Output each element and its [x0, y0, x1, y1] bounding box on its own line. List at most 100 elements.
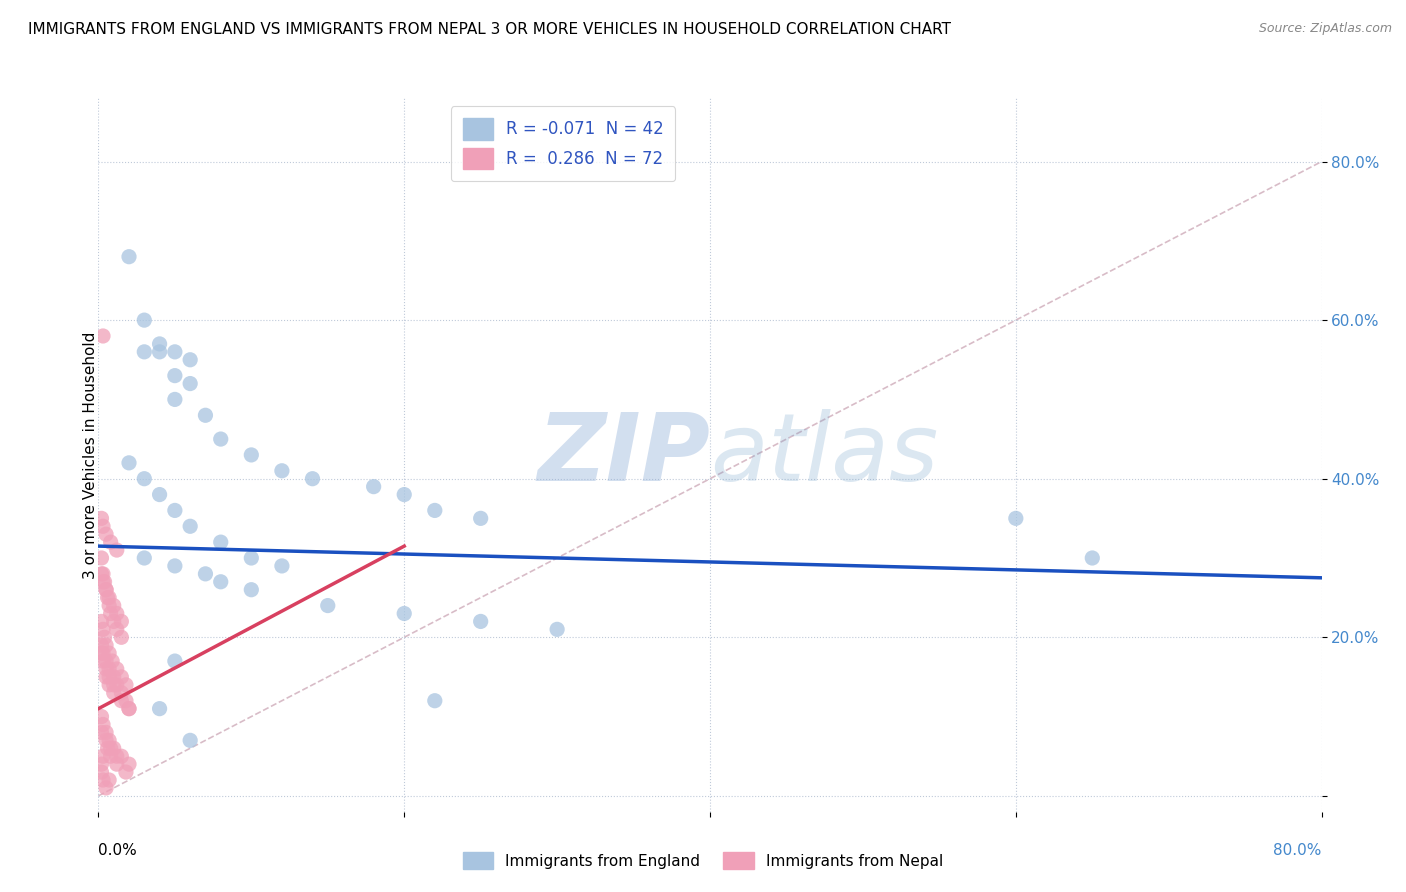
- Point: [93, 574, 115, 589]
- Point: [105, 543, 128, 558]
- Point: [149, 344, 172, 359]
- Point: [90, 646, 112, 660]
- Text: Source: ZipAtlas.com: Source: ZipAtlas.com: [1258, 22, 1392, 36]
- Point: [1081, 551, 1104, 566]
- Point: [194, 566, 217, 581]
- Legend: Immigrants from England, Immigrants from Nepal: Immigrants from England, Immigrants from…: [457, 846, 949, 875]
- Text: 80.0%: 80.0%: [1274, 843, 1322, 858]
- Point: [240, 582, 263, 597]
- Point: [118, 701, 141, 715]
- Point: [90, 757, 112, 772]
- Point: [363, 480, 385, 494]
- Point: [100, 749, 122, 764]
- Y-axis label: 3 or more Vehicles in Household: 3 or more Vehicles in Household: [83, 331, 97, 579]
- Point: [1004, 511, 1026, 525]
- Point: [94, 654, 117, 668]
- Point: [91, 623, 114, 637]
- Point: [91, 329, 114, 343]
- Point: [91, 749, 114, 764]
- Point: [103, 741, 125, 756]
- Point: [301, 472, 323, 486]
- Text: ZIP: ZIP: [537, 409, 710, 501]
- Point: [149, 701, 172, 715]
- Point: [94, 582, 117, 597]
- Point: [98, 591, 121, 605]
- Point: [392, 487, 416, 501]
- Point: [90, 638, 112, 652]
- Point: [270, 558, 292, 573]
- Point: [163, 654, 186, 668]
- Point: [98, 678, 121, 692]
- Point: [134, 313, 156, 327]
- Point: [100, 535, 122, 549]
- Point: [134, 472, 156, 486]
- Point: [134, 551, 156, 566]
- Point: [470, 615, 492, 629]
- Point: [105, 749, 128, 764]
- Point: [94, 725, 117, 739]
- Point: [97, 591, 120, 605]
- Point: [240, 448, 263, 462]
- Point: [110, 615, 132, 629]
- Text: 0.0%: 0.0%: [98, 843, 138, 858]
- Text: IMMIGRANTS FROM ENGLAND VS IMMIGRANTS FROM NEPAL 3 OR MORE VEHICLES IN HOUSEHOLD: IMMIGRANTS FROM ENGLAND VS IMMIGRANTS FR…: [28, 22, 950, 37]
- Point: [98, 599, 121, 613]
- Point: [179, 519, 201, 533]
- Point: [270, 464, 292, 478]
- Point: [209, 432, 232, 446]
- Point: [163, 344, 186, 359]
- Point: [103, 615, 125, 629]
- Point: [98, 733, 121, 747]
- Point: [90, 511, 112, 525]
- Point: [149, 337, 172, 351]
- Point: [179, 733, 201, 747]
- Point: [179, 352, 201, 367]
- Point: [91, 519, 114, 533]
- Point: [118, 757, 141, 772]
- Point: [100, 607, 122, 621]
- Point: [94, 638, 117, 652]
- Point: [101, 654, 124, 668]
- Point: [90, 551, 112, 566]
- Point: [546, 623, 568, 637]
- Point: [115, 694, 138, 708]
- Point: [90, 615, 112, 629]
- Point: [470, 511, 492, 525]
- Point: [179, 376, 201, 391]
- Point: [110, 670, 132, 684]
- Point: [115, 678, 138, 692]
- Point: [98, 646, 121, 660]
- Point: [163, 392, 186, 407]
- Point: [105, 623, 128, 637]
- Point: [91, 717, 114, 731]
- Point: [105, 662, 128, 676]
- Point: [163, 503, 186, 517]
- Point: [100, 741, 122, 756]
- Point: [94, 662, 117, 676]
- Point: [103, 686, 125, 700]
- Point: [163, 368, 186, 383]
- Point: [110, 749, 132, 764]
- Point: [94, 670, 117, 684]
- Point: [118, 701, 141, 715]
- Point: [209, 535, 232, 549]
- Point: [392, 607, 416, 621]
- Point: [110, 630, 132, 644]
- Point: [91, 654, 114, 668]
- Point: [110, 686, 132, 700]
- Point: [118, 250, 141, 264]
- Point: [98, 662, 121, 676]
- Point: [91, 566, 114, 581]
- Point: [209, 574, 232, 589]
- Legend: R = -0.071  N = 42, R =  0.286  N = 72: R = -0.071 N = 42, R = 0.286 N = 72: [451, 106, 675, 181]
- Point: [194, 409, 217, 423]
- Point: [105, 757, 128, 772]
- Point: [90, 566, 112, 581]
- Point: [163, 558, 186, 573]
- Point: [91, 646, 114, 660]
- Point: [90, 725, 112, 739]
- Point: [105, 678, 128, 692]
- Point: [103, 670, 125, 684]
- Point: [110, 694, 132, 708]
- Point: [118, 456, 141, 470]
